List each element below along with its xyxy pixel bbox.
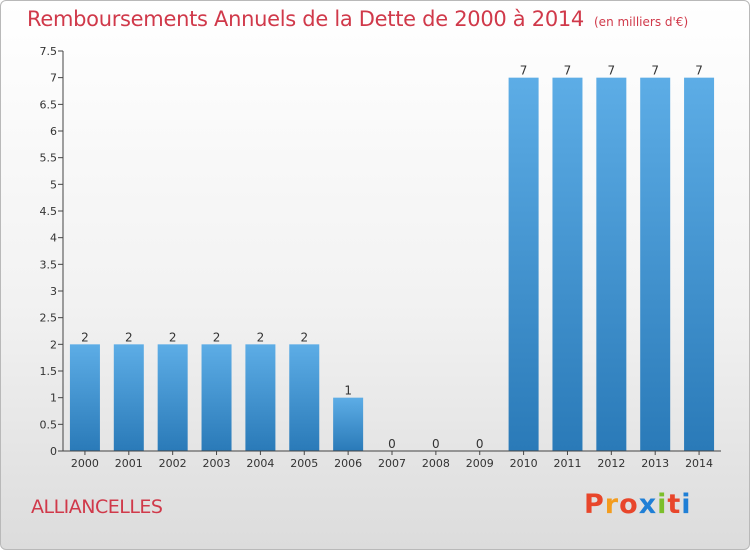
data-label-2007: 0 (388, 437, 396, 451)
bars: 2 2 2 2 2 2 1 0 0 0 7 7 7 7 7 (69, 64, 715, 452)
x-tick-label-2005: 2005 (290, 457, 318, 470)
bar-2003 (201, 344, 232, 451)
proxiti-logo: Proxiti (584, 489, 692, 520)
x-tick-label-2009: 2009 (466, 457, 494, 470)
data-label-2013: 7 (651, 64, 659, 78)
data-label-2008: 0 (432, 437, 440, 451)
data-label-2009: 0 (476, 437, 484, 451)
data-label-2000: 2 (81, 330, 89, 344)
y-tick-label: 2 (50, 338, 57, 351)
bar-2010 (508, 77, 539, 452)
logo-letter: P (584, 489, 605, 520)
data-label-2011: 7 (564, 64, 572, 78)
bar-2002 (157, 344, 188, 451)
data-label-2001: 2 (125, 330, 133, 344)
bar-2001 (113, 344, 144, 451)
x-tick-label-2000: 2000 (71, 457, 99, 470)
data-label-2006: 1 (344, 384, 352, 398)
bar-2005 (289, 344, 320, 451)
data-label-2010: 7 (520, 64, 528, 78)
logo-letter: x (638, 489, 658, 520)
logo-letter: i (657, 489, 668, 520)
bar-2012 (596, 77, 627, 452)
x-tick-label-2001: 2001 (115, 457, 143, 470)
y-tick-label: 4.5 (40, 205, 58, 218)
logo-letter: r (604, 489, 620, 520)
x-tick-label-2002: 2002 (159, 457, 187, 470)
x-tick-label-2007: 2007 (378, 457, 406, 470)
bar-2014 (684, 77, 715, 452)
data-label-2002: 2 (169, 330, 177, 344)
x-tick-label-2014: 2014 (685, 457, 713, 470)
y-tick-label: 7 (50, 72, 57, 85)
x-tick-label-2010: 2010 (510, 457, 538, 470)
commune-name: ALLIANCELLES (31, 496, 163, 518)
x-tick-label-2006: 2006 (334, 457, 362, 470)
y-tick-label: 0.5 (40, 418, 58, 431)
x-axis: 2000 2001 2002 2003 2004 2005 2006 2007 2008 2009… (63, 450, 721, 470)
logo-letter: i (681, 489, 692, 520)
y-tick-label: 5 (50, 178, 57, 191)
y-tick-label: 1 (50, 392, 57, 405)
bar-2004 (245, 344, 276, 451)
y-tick-label: 6 (50, 125, 57, 138)
x-tick-label-2011: 2011 (553, 457, 581, 470)
x-tick-label-2003: 2003 (203, 457, 231, 470)
y-tick-label: 6.5 (40, 98, 58, 111)
y-tick-label: 1.5 (40, 365, 58, 378)
bar-2011 (552, 77, 583, 452)
data-label-2014: 7 (695, 64, 703, 78)
x-tick-label-2004: 2004 (246, 457, 274, 470)
data-label-2003: 2 (213, 330, 221, 344)
y-tick-label: 2.5 (40, 312, 58, 325)
data-label-2012: 7 (608, 64, 616, 78)
logo-letter: o (619, 489, 639, 520)
x-tick-label-2012: 2012 (597, 457, 625, 470)
data-label-2005: 2 (300, 330, 308, 344)
y-tick-label: 5.5 (40, 152, 58, 165)
bar-2013 (640, 77, 671, 452)
bar-2006 (333, 397, 364, 451)
y-tick-label: 7.5 (40, 45, 58, 58)
y-tick-label: 3.5 (40, 258, 58, 271)
chart-title: Remboursements Annuels de la Dette de 20… (27, 7, 688, 31)
bar-2000 (69, 344, 100, 451)
y-axis: 0 0.5 1 1.5 2 2.5 3 3.5 4 4.5 5 5.5 6 6.5 7 7.5 (40, 45, 64, 458)
x-tick-label-2013: 2013 (641, 457, 669, 470)
logo-letter: t (667, 489, 682, 520)
chart-title-main: Remboursements Annuels de la Dette de 20… (27, 7, 584, 31)
y-tick-label: 3 (50, 285, 57, 298)
y-tick-label: 4 (50, 232, 57, 245)
x-tick-label-2008: 2008 (422, 457, 450, 470)
chart-title-unit: (en milliers d'€) (594, 15, 689, 29)
data-label-2004: 2 (257, 330, 265, 344)
y-tick-label: 0 (50, 445, 57, 458)
